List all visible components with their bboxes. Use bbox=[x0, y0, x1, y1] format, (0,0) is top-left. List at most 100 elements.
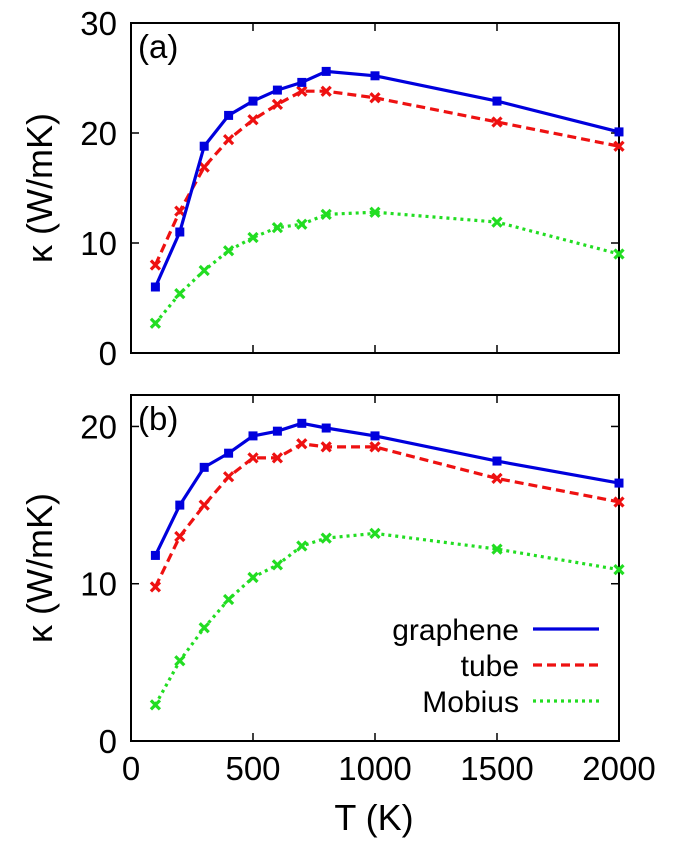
series-graphene bbox=[150, 66, 624, 292]
y-axis-label-b: κ (W/mK) bbox=[19, 493, 60, 643]
data-point bbox=[224, 448, 234, 458]
data-point bbox=[491, 543, 503, 555]
data-point bbox=[271, 98, 284, 111]
data-point bbox=[613, 248, 625, 260]
data-point bbox=[321, 66, 331, 76]
x-tick-label: 1000 bbox=[338, 750, 411, 787]
legend-label-graphene: graphene bbox=[392, 614, 519, 647]
data-point bbox=[614, 127, 624, 137]
data-point bbox=[149, 581, 162, 593]
panel-label-b: (b) bbox=[138, 400, 178, 437]
data-point bbox=[492, 96, 502, 106]
data-point bbox=[247, 114, 259, 126]
data-point bbox=[271, 559, 284, 571]
data-point bbox=[297, 418, 307, 428]
data-point bbox=[370, 71, 380, 81]
series-group-a bbox=[149, 66, 625, 329]
data-point bbox=[613, 563, 625, 576]
data-point bbox=[272, 85, 282, 95]
data-point bbox=[222, 471, 235, 483]
series-line-mobius bbox=[154, 531, 620, 706]
data-point bbox=[149, 699, 162, 711]
legend-label-tube: tube bbox=[461, 650, 519, 683]
data-point bbox=[247, 571, 259, 584]
y-tick-label: 20 bbox=[80, 408, 117, 445]
y-tick-label: 0 bbox=[99, 723, 117, 760]
series-mobius bbox=[149, 206, 625, 329]
data-point bbox=[613, 496, 625, 508]
y-tick-label: 10 bbox=[80, 225, 117, 262]
data-point bbox=[492, 456, 502, 466]
data-point bbox=[174, 530, 186, 543]
data-point bbox=[198, 499, 210, 511]
data-point bbox=[248, 431, 258, 441]
data-point bbox=[198, 161, 210, 173]
data-point bbox=[491, 116, 503, 128]
data-point bbox=[320, 208, 332, 221]
ticks-b: 0 10 20 0 500 1000 1500 2000 bbox=[80, 395, 656, 787]
data-point bbox=[296, 85, 308, 97]
data-point bbox=[271, 452, 284, 464]
data-point bbox=[247, 231, 259, 244]
series-tube bbox=[149, 438, 625, 593]
data-point bbox=[296, 438, 308, 450]
data-point bbox=[222, 245, 235, 257]
data-point bbox=[321, 423, 331, 433]
x-tick-label: 2000 bbox=[582, 750, 655, 787]
panel-label-a: (a) bbox=[138, 28, 178, 65]
data-point bbox=[247, 452, 259, 464]
data-point bbox=[248, 96, 258, 106]
data-point bbox=[198, 264, 210, 277]
data-point bbox=[491, 472, 503, 484]
data-point bbox=[222, 133, 235, 146]
data-point bbox=[149, 317, 162, 329]
y-tick-label: 0 bbox=[99, 335, 117, 372]
data-point bbox=[224, 110, 234, 120]
data-point bbox=[175, 500, 185, 510]
data-point bbox=[272, 426, 282, 436]
series-group-b bbox=[149, 418, 625, 711]
data-point bbox=[369, 206, 381, 218]
data-point bbox=[150, 282, 160, 292]
series-line-tube bbox=[153, 89, 620, 266]
panel-b: (b) κ (W/mK) 0 10 20 0 500 1000 1500 2000 graph… bbox=[19, 394, 656, 787]
series-tube bbox=[149, 85, 625, 271]
data-point bbox=[149, 259, 162, 271]
data-point bbox=[199, 462, 209, 472]
ticks-a: 0 10 20 30 bbox=[80, 5, 620, 372]
data-point bbox=[198, 622, 210, 634]
x-tick-label: 500 bbox=[225, 750, 280, 787]
data-point bbox=[320, 441, 332, 453]
x-axis-label: T (K) bbox=[334, 797, 413, 838]
legend-label-mobius: Mobius bbox=[422, 686, 519, 719]
y-tick-label: 10 bbox=[80, 566, 117, 603]
data-point bbox=[296, 218, 308, 230]
data-point bbox=[175, 227, 185, 237]
data-point bbox=[222, 593, 235, 606]
data-point bbox=[296, 540, 308, 552]
data-point bbox=[370, 431, 380, 441]
data-point bbox=[174, 287, 186, 300]
data-point bbox=[614, 478, 624, 488]
x-tick-label: 0 bbox=[122, 750, 140, 787]
data-point bbox=[369, 527, 381, 540]
data-point bbox=[320, 85, 332, 97]
data-point bbox=[491, 216, 503, 228]
y-tick-label: 20 bbox=[80, 115, 117, 152]
data-point bbox=[369, 92, 381, 104]
series-graphene bbox=[150, 418, 624, 560]
series-line-tube bbox=[153, 442, 620, 588]
data-point bbox=[613, 140, 625, 152]
data-point bbox=[320, 532, 332, 544]
panel-a: (a) κ (W/mK) 0 10 20 30 bbox=[19, 5, 625, 372]
data-point bbox=[297, 77, 307, 87]
data-point bbox=[271, 221, 284, 234]
x-tick-label: 1500 bbox=[460, 750, 533, 787]
y-axis-label-a: κ (W/mK) bbox=[19, 113, 60, 263]
data-point bbox=[369, 441, 381, 453]
series-mobius bbox=[149, 527, 625, 711]
y-tick-label: 30 bbox=[80, 5, 117, 42]
data-point bbox=[174, 205, 186, 217]
